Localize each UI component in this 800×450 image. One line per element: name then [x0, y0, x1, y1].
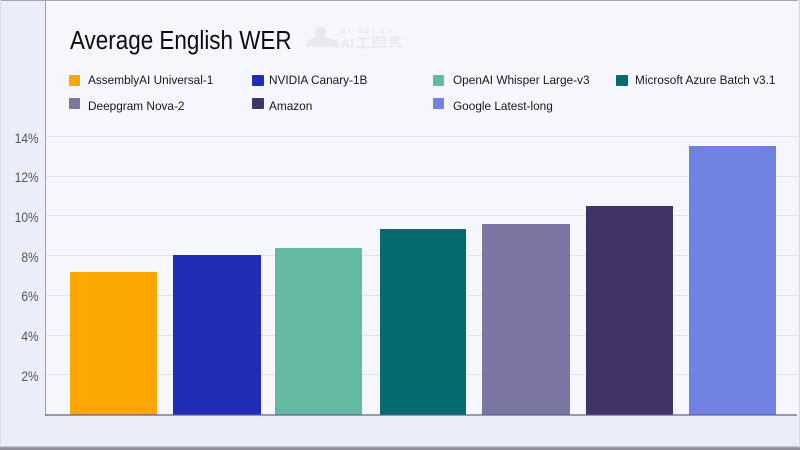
svg-text:ai-bot.cn: ai-bot.cn	[341, 26, 394, 36]
svg-text:AI: AI	[341, 37, 355, 51]
